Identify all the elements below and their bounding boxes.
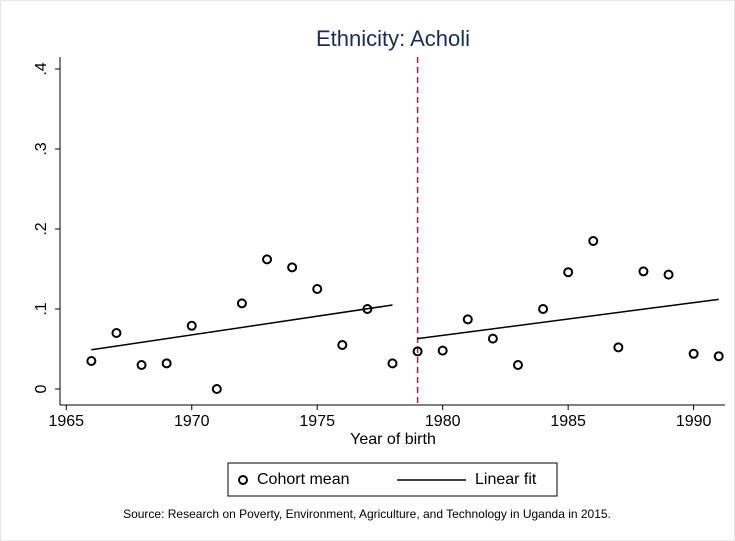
point — [688, 348, 699, 359]
source-note: Source: Research on Poverty, Environment… — [123, 507, 611, 521]
y-tick-label: .4 — [33, 62, 50, 75]
point — [487, 333, 498, 344]
point — [136, 360, 147, 370]
point — [111, 328, 122, 338]
x-tick-label: 1990 — [676, 413, 712, 430]
y-tick-label: .2 — [33, 222, 50, 235]
point — [312, 284, 323, 294]
point — [186, 320, 197, 331]
legend-marker — [238, 475, 248, 485]
point — [563, 267, 574, 278]
point — [236, 298, 247, 309]
point — [462, 314, 473, 325]
point — [387, 358, 398, 369]
y-tick-label: .1 — [33, 302, 50, 315]
x-tick-label: 1965 — [48, 413, 84, 430]
y-tick-label: 0 — [33, 384, 50, 393]
chart-title: Ethnicity: Acholi — [316, 26, 470, 51]
point — [161, 358, 172, 369]
x-tick-label: 1980 — [425, 413, 461, 430]
point — [287, 262, 298, 273]
point — [538, 304, 549, 314]
x-tick-label: 1985 — [550, 413, 586, 430]
point — [86, 356, 97, 366]
x-axis-label: Year of birth — [350, 431, 436, 448]
fit-line — [91, 304, 393, 351]
point — [412, 346, 423, 357]
point — [613, 342, 624, 353]
fit-line — [417, 298, 719, 340]
x-tick-label: 1970 — [174, 413, 210, 430]
point — [638, 266, 649, 277]
legend-label: Linear fit — [475, 471, 537, 488]
point — [262, 254, 273, 265]
x-tick-label: 1975 — [299, 413, 335, 430]
point — [337, 340, 348, 350]
point — [663, 269, 674, 280]
legend-box — [227, 462, 558, 497]
y-tick-label: .3 — [33, 142, 50, 155]
point — [512, 360, 523, 370]
legend-label: Cohort mean — [257, 471, 350, 488]
point — [211, 384, 222, 394]
point — [588, 236, 599, 246]
point — [713, 351, 724, 362]
point — [437, 345, 448, 356]
